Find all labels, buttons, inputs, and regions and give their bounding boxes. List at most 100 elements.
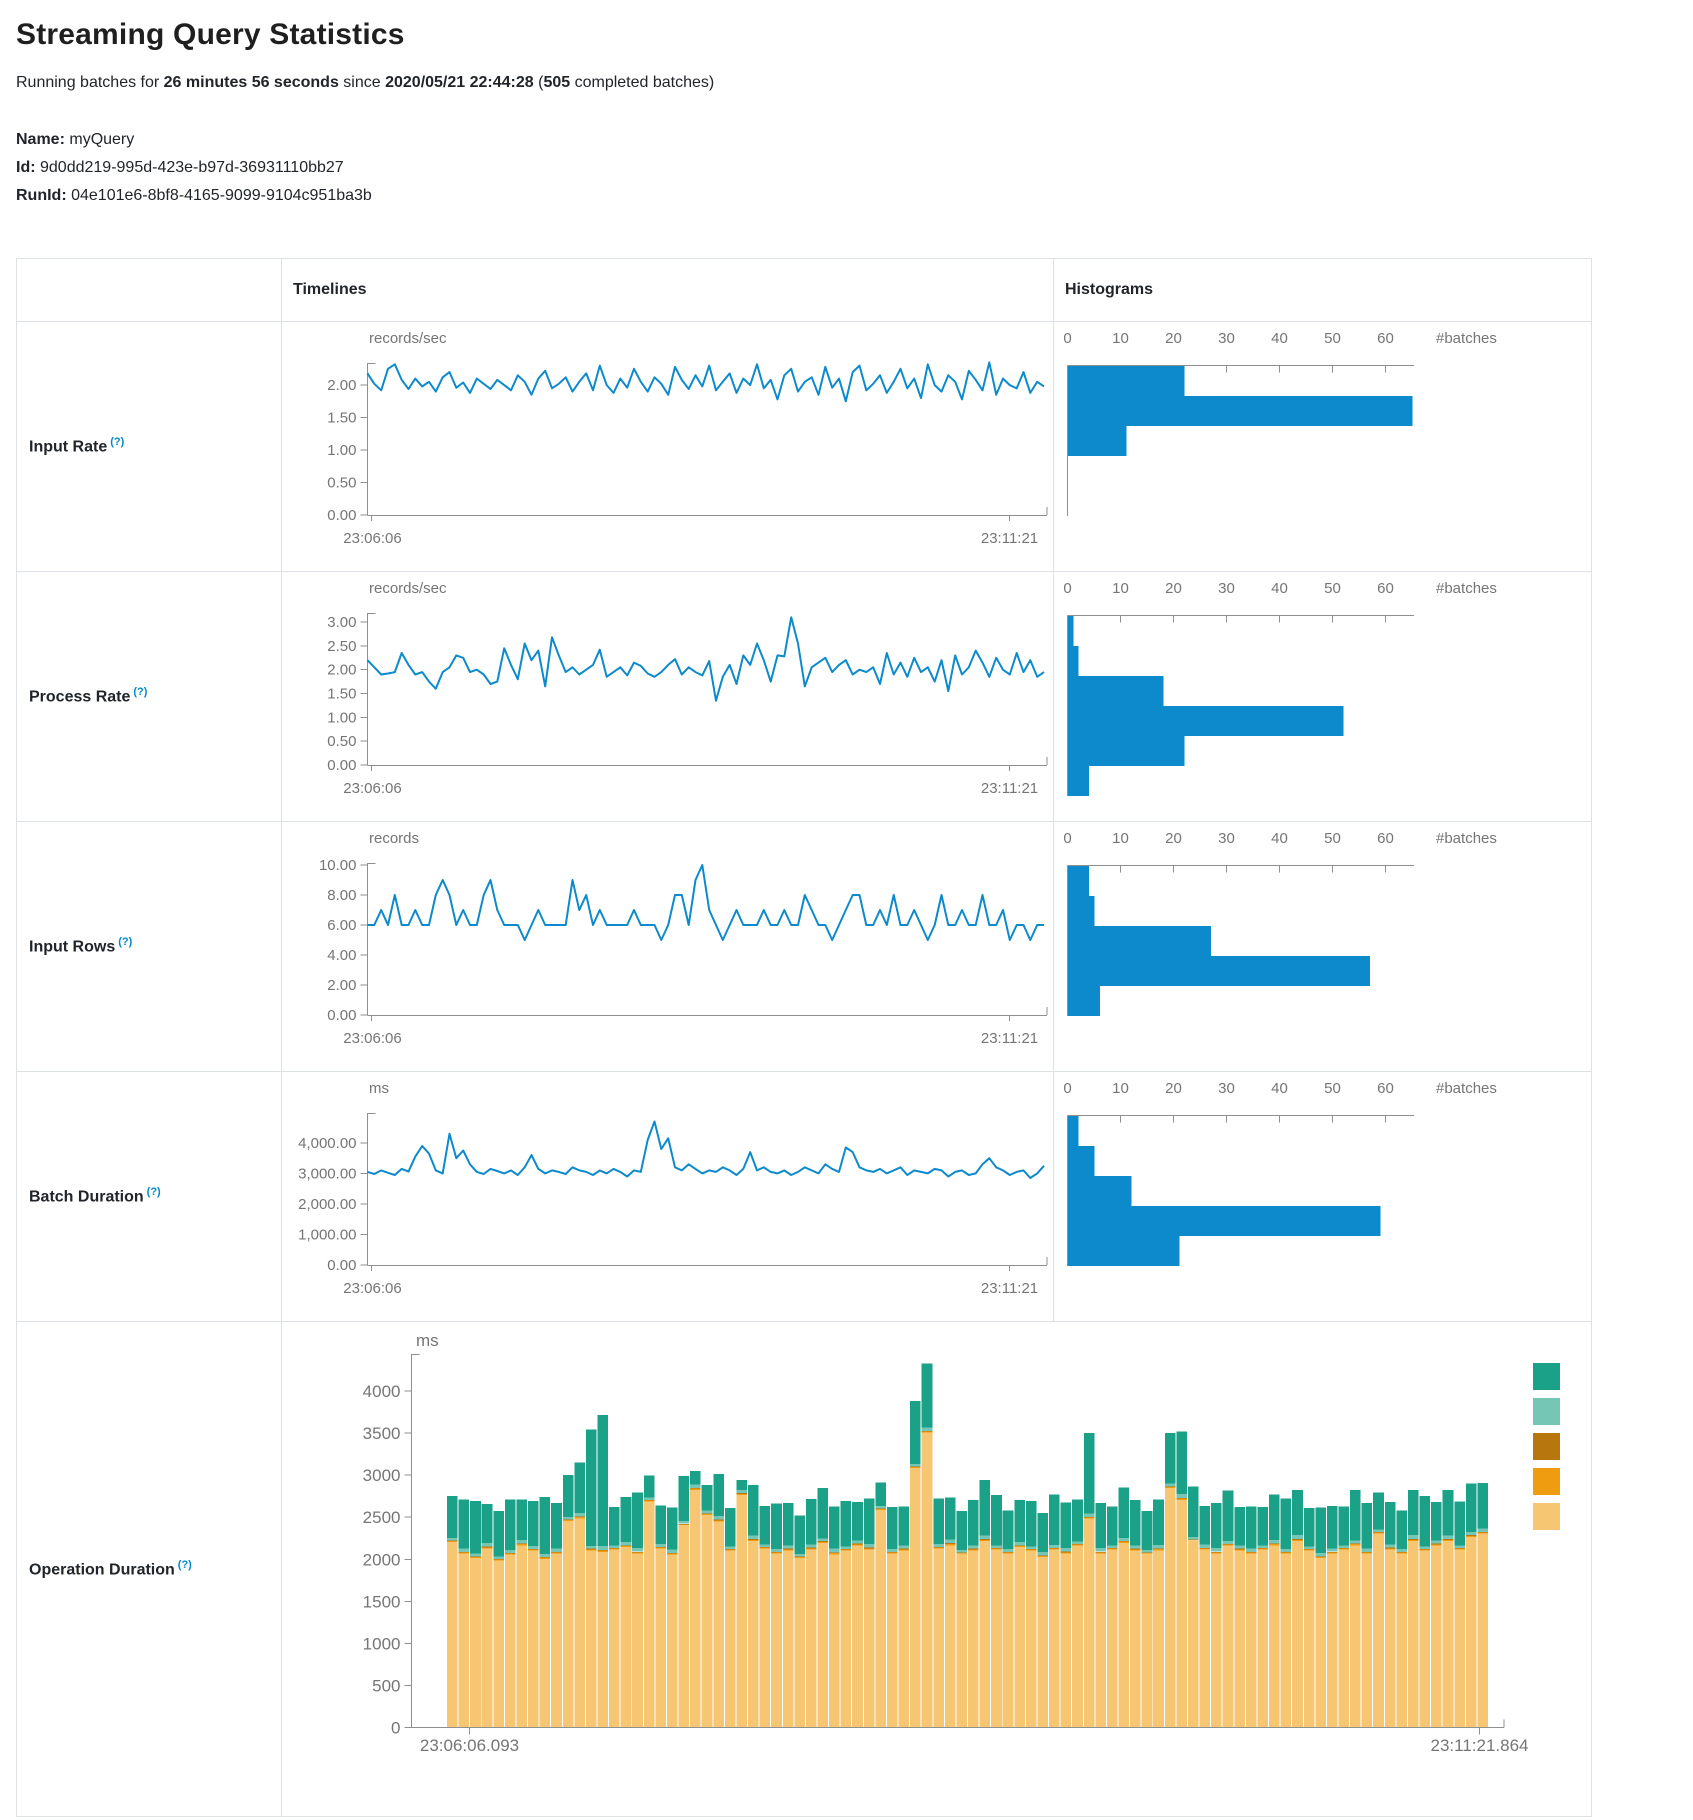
input-rows-timeline-cell: records 0.00 2.00 4.00 6.00 8.00 10.00 23:06:06… xyxy=(282,822,1054,1071)
input-rows-histogram-cell: 0 10 20 30 40 50 60 #batches xyxy=(1054,822,1590,1071)
svg-text:60: 60 xyxy=(1377,830,1394,847)
svg-text:8.00: 8.00 xyxy=(327,887,356,904)
svg-text:2.00: 2.00 xyxy=(327,977,356,994)
svg-text:23:11:21.864: 23:11:21.864 xyxy=(1431,1736,1529,1755)
name-value: myQuery xyxy=(69,131,135,148)
process-rate-label-cell: Process Rate (?) xyxy=(17,572,282,821)
histograms-header-cell: Histograms xyxy=(1054,259,1590,321)
batch-duration-label-cell: Batch Duration (?) xyxy=(17,1072,282,1321)
timelines-header: Timelines xyxy=(293,281,367,298)
operation-duration-help-icon[interactable]: (?) xyxy=(177,1558,192,1571)
batch-duration-timeline-chart: ms 0.00 1,000.00 2,000.00 3,000.00 4,000.00 23… xyxy=(298,1080,1048,1297)
svg-text:23:11:21: 23:11:21 xyxy=(981,780,1038,797)
svg-text:23:11:21: 23:11:21 xyxy=(981,530,1038,547)
query-runid-line: RunId: 04e101e6-8bf8-4165-9099-9104c951b… xyxy=(16,182,1693,210)
input-rows-label-text: Input Rows xyxy=(29,938,116,956)
svg-text:10.00: 10.00 xyxy=(319,857,357,874)
batch-duration-histogram-chart: 0 10 20 30 40 50 60 #batches xyxy=(1063,1080,1497,1266)
legend-swatch-orange xyxy=(1533,1468,1560,1495)
svg-text:1.00: 1.00 xyxy=(327,709,356,726)
svg-text:3000: 3000 xyxy=(363,1466,401,1485)
timelines-header-cell: Timelines xyxy=(282,259,1054,321)
batch-duration-row: Batch Duration (?) ms 0.00 1,000.00 2,000.00… xyxy=(17,1071,1591,1321)
svg-text:#batches: #batches xyxy=(1436,580,1497,597)
batch-duration-help-icon[interactable]: (?) xyxy=(146,1186,161,1199)
page-title: Streaming Query Statistics xyxy=(16,18,405,51)
query-name-line: Name: myQuery xyxy=(16,126,1693,154)
process-rate-row: Process Rate (?) records/sec 0.00 0.50 1.00 1… xyxy=(17,571,1591,821)
svg-text:#batches: #batches xyxy=(1436,830,1497,847)
svg-text:0.00: 0.00 xyxy=(327,757,356,774)
svg-text:4.00: 4.00 xyxy=(327,947,356,964)
svg-text:records/sec: records/sec xyxy=(369,580,447,597)
summary-suffix: completed batches) xyxy=(570,74,715,91)
svg-text:10: 10 xyxy=(1112,330,1129,347)
svg-text:20: 20 xyxy=(1165,330,1182,347)
svg-text:0.00: 0.00 xyxy=(327,1007,356,1024)
svg-text:0.50: 0.50 xyxy=(327,475,356,492)
svg-text:2.50: 2.50 xyxy=(327,638,356,655)
process-rate-label-text: Process Rate xyxy=(29,688,131,706)
operation-duration-row: Operation Duration (?) ms 0 500 1000 1500 2000… xyxy=(17,1321,1591,1816)
svg-text:ms: ms xyxy=(416,1331,439,1350)
svg-text:1,000.00: 1,000.00 xyxy=(298,1226,356,1243)
input-rate-label: Input Rate (?) xyxy=(29,436,124,456)
svg-text:1000: 1000 xyxy=(363,1634,401,1653)
process-rate-help-icon[interactable]: (?) xyxy=(133,686,148,699)
statistics-table: Timelines Histograms Input Rate (?) recor… xyxy=(16,258,1592,1817)
svg-text:30: 30 xyxy=(1218,1080,1235,1097)
svg-text:50: 50 xyxy=(1324,330,1341,347)
input-rate-timeline-chart: records/sec 0.00 0.50 1.00 1.50 2.00 23:06:06 2… xyxy=(327,330,1048,547)
svg-text:10: 10 xyxy=(1112,1080,1129,1097)
svg-text:6.00: 6.00 xyxy=(327,917,356,934)
svg-text:0: 0 xyxy=(391,1719,400,1738)
operation-duration-label-text: Operation Duration xyxy=(29,1561,175,1579)
input-rate-row: Input Rate (?) records/sec 0.00 0.50 1.00 1.5… xyxy=(17,321,1591,571)
input-rows-row: Input Rows (?) records 0.00 2.00 4.00 6.00 8.0… xyxy=(17,821,1591,1071)
svg-text:1.00: 1.00 xyxy=(327,442,356,459)
svg-text:2.00: 2.00 xyxy=(327,377,356,394)
table-header-row: Timelines Histograms xyxy=(17,259,1591,321)
histograms-header: Histograms xyxy=(1065,281,1154,298)
svg-text:#batches: #batches xyxy=(1436,1080,1497,1097)
svg-text:30: 30 xyxy=(1218,580,1235,597)
completed-batches-count: 505 xyxy=(543,74,571,91)
svg-text:2000: 2000 xyxy=(363,1550,401,1569)
operation-duration-legend xyxy=(1533,1363,1561,1538)
operation-duration-chart-cell: ms 0 500 1000 1500 2000 2500 3000 3500 4000 23:06:… xyxy=(282,1322,1590,1816)
batch-duration-timeline-cell: ms 0.00 1,000.00 2,000.00 3,000.00 4,000.00 23… xyxy=(282,1072,1054,1321)
legend-swatch-light-teal xyxy=(1533,1398,1560,1425)
input-rate-help-icon[interactable]: (?) xyxy=(110,436,125,449)
svg-text:1.50: 1.50 xyxy=(327,410,356,427)
svg-text:60: 60 xyxy=(1377,1080,1394,1097)
svg-text:23:06:06: 23:06:06 xyxy=(343,530,401,547)
svg-text:30: 30 xyxy=(1218,830,1235,847)
svg-text:4,000.00: 4,000.00 xyxy=(298,1135,356,1152)
input-rate-timeline-cell: records/sec 0.00 0.50 1.00 1.50 2.00 23:06:06 2… xyxy=(282,322,1054,571)
summary-prefix: Running batches for xyxy=(16,74,164,91)
input-rows-timeline-chart: records 0.00 2.00 4.00 6.00 8.00 10.00 23:06:06… xyxy=(319,830,1048,1047)
process-rate-histogram-chart: 0 10 20 30 40 50 60 #batches xyxy=(1063,580,1497,796)
query-id-line: Id: 9d0dd219-995d-423e-b97d-36931110bb27 xyxy=(16,154,1693,182)
svg-text:60: 60 xyxy=(1377,580,1394,597)
input-rate-histogram-cell: 0 10 20 30 40 50 60 #batches xyxy=(1054,322,1590,571)
svg-text:30: 30 xyxy=(1218,330,1235,347)
svg-text:40: 40 xyxy=(1271,580,1288,597)
id-value: 9d0dd219-995d-423e-b97d-36931110bb27 xyxy=(40,159,344,176)
svg-text:23:06:06.093: 23:06:06.093 xyxy=(420,1736,519,1755)
input-rows-help-icon[interactable]: (?) xyxy=(118,936,133,949)
input-rows-histogram-chart: 0 10 20 30 40 50 60 #batches xyxy=(1063,830,1497,1016)
svg-text:10: 10 xyxy=(1112,580,1129,597)
legend-swatch-teal xyxy=(1533,1363,1560,1390)
operation-duration-chart: ms 0 500 1000 1500 2000 2500 3000 3500 4000 23:06:… xyxy=(363,1331,1529,1755)
svg-text:23:11:21: 23:11:21 xyxy=(981,1280,1038,1297)
svg-text:1.50: 1.50 xyxy=(327,686,356,703)
query-meta: Name: myQuery Id: 9d0dd219-995d-423e-b97… xyxy=(16,126,1693,210)
svg-text:50: 50 xyxy=(1324,1080,1341,1097)
running-duration: 26 minutes 56 seconds xyxy=(163,74,339,91)
name-label: Name: xyxy=(16,131,65,148)
svg-text:2,000.00: 2,000.00 xyxy=(298,1196,356,1213)
svg-text:0: 0 xyxy=(1063,330,1071,347)
svg-text:50: 50 xyxy=(1324,580,1341,597)
svg-text:2500: 2500 xyxy=(363,1508,401,1527)
